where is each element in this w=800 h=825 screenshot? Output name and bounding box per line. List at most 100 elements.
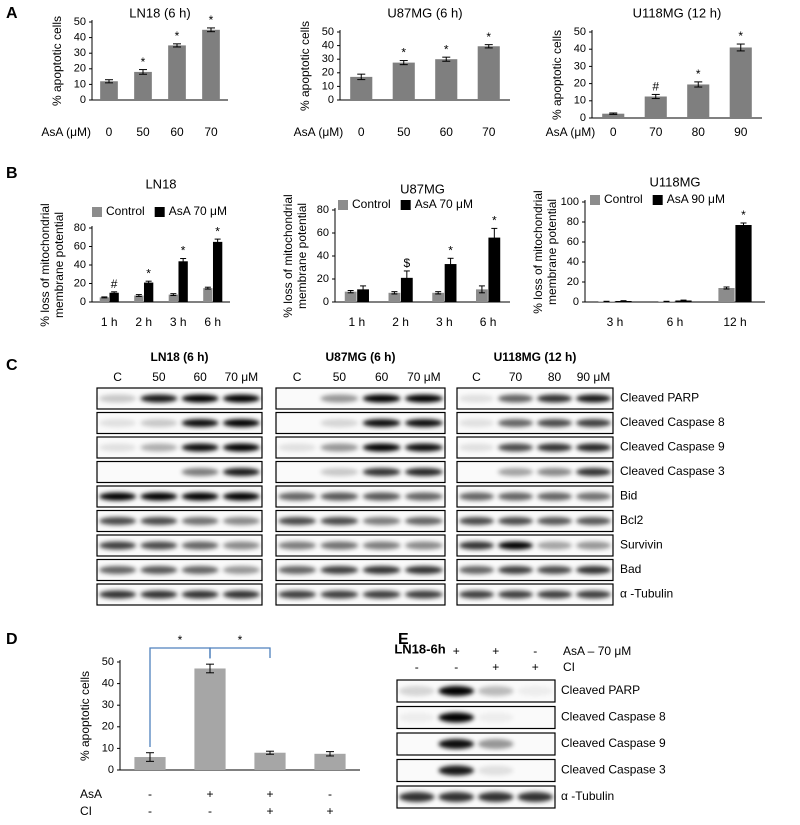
blot-band (404, 492, 443, 501)
blot-band (320, 541, 359, 550)
bar (168, 45, 186, 100)
significance-marker: * (738, 29, 743, 43)
bar (350, 76, 373, 100)
bar (203, 288, 213, 302)
blot-band (99, 541, 137, 550)
legend-swatch (338, 200, 348, 210)
bar (168, 294, 179, 302)
y-tick-label: 80 (567, 216, 579, 228)
treatment-label: AsA – 70 μM (563, 644, 631, 658)
lane-label: 50 (152, 370, 166, 384)
y-axis-label: % apoptotic cells (298, 21, 312, 111)
blot-band (181, 468, 219, 476)
legend-label: AsA 70 μM (415, 197, 473, 211)
y-axis-label: % loss of mitochondrial (531, 190, 545, 313)
significance-marker: * (401, 46, 406, 60)
blot-band (362, 566, 401, 574)
y-tick-label: 30 (102, 699, 114, 711)
blot-band (575, 394, 612, 403)
blot-frame (96, 485, 263, 508)
y-tick-label: 30 (322, 53, 334, 65)
blot-band (320, 468, 359, 476)
blot-band (222, 541, 260, 550)
x-tick-label: 60 (440, 125, 454, 139)
significance-marker: * (141, 55, 146, 69)
x-tick-label: 90 (734, 125, 748, 139)
bar (476, 289, 488, 302)
blot-band (575, 492, 612, 501)
blot-band (278, 541, 317, 550)
legend-label: AsA 90 μM (667, 192, 725, 206)
blot-frame (456, 460, 614, 484)
blot-frame (275, 411, 446, 435)
lane-label: C (472, 370, 481, 384)
significance-marker: * (741, 208, 746, 222)
bar (435, 59, 458, 100)
row-label: CI (80, 804, 92, 818)
blot-frame (96, 436, 263, 459)
y-tick-label: 60 (317, 227, 329, 239)
blot-band (477, 712, 514, 723)
blot-band (575, 468, 612, 476)
x-tick-label: 2 h (392, 315, 409, 329)
blot-band (362, 443, 401, 452)
blot-band (575, 566, 612, 574)
chart-title: U87MG (6 h) (387, 5, 462, 20)
blot-row-label: Bcl2 (620, 513, 644, 527)
blot-row-label: α -Tubulin (561, 789, 614, 803)
blot-band (181, 394, 219, 403)
blot-band (320, 443, 359, 452)
treatment-sign: - (415, 644, 419, 658)
blot-row-label: Bid (620, 489, 637, 503)
blot-band (320, 492, 359, 501)
y-axis-label: % apoptotic cells (50, 16, 64, 106)
y-axis-label: membrane potential (545, 199, 559, 305)
bar (109, 292, 119, 302)
blot-frame (396, 679, 556, 703)
blot-band (477, 765, 514, 776)
comparison-label: * (238, 633, 243, 647)
legend-label: Control (352, 197, 391, 211)
blot-frame (96, 558, 263, 582)
chart-title: LN18 (6 h) (129, 5, 190, 20)
x-tick-label: 50 (397, 125, 411, 139)
blot-band (438, 686, 475, 696)
blot-band (320, 394, 359, 403)
significance-marker: * (209, 13, 214, 27)
treatment-sign: + (453, 644, 460, 658)
significance-marker: * (175, 29, 180, 43)
blot-band (458, 394, 495, 403)
treatment-sign: + (492, 644, 499, 658)
significance-marker: * (696, 67, 701, 81)
row-label: AsA (80, 787, 102, 801)
blot-band (99, 419, 137, 427)
blot-band (477, 792, 514, 802)
blot-band (320, 590, 359, 599)
bar (729, 47, 752, 119)
blot-band (181, 443, 219, 452)
bar (254, 752, 286, 770)
blot-frame (456, 534, 614, 557)
legend-label: AsA 70 μM (169, 204, 227, 218)
y-tick-label: 20 (567, 276, 579, 288)
blot-band (278, 517, 317, 525)
bar (99, 297, 110, 302)
blot-band (458, 419, 495, 427)
treatment-sign: - (328, 787, 332, 801)
legend-label: Control (106, 204, 145, 218)
blot-band (497, 492, 534, 501)
blot-band (404, 394, 443, 403)
blot-band (458, 517, 495, 525)
blot-row-label: Cleaved PARP (561, 683, 640, 697)
blot-band (181, 517, 219, 525)
blot-band (404, 468, 443, 476)
treatment-sign: - (533, 644, 537, 658)
bar (388, 292, 401, 302)
blot-band (536, 419, 573, 427)
blot-band (99, 590, 137, 599)
y-tick-label: 40 (322, 40, 334, 52)
bar (644, 96, 667, 118)
blot-band (404, 419, 443, 427)
y-tick-label: 0 (108, 764, 114, 776)
blot-frame (96, 460, 263, 484)
